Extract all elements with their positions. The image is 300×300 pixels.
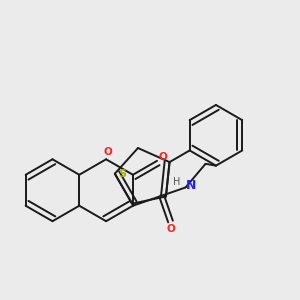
Text: O: O bbox=[103, 148, 112, 158]
Text: H: H bbox=[173, 177, 181, 187]
Text: N: N bbox=[186, 179, 196, 192]
Text: S: S bbox=[118, 169, 127, 179]
Text: O: O bbox=[159, 152, 167, 162]
Text: O: O bbox=[166, 224, 175, 234]
